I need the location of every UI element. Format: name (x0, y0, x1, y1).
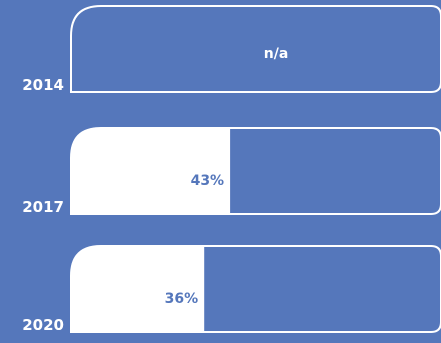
bar-rows: n/a 2014 43% 2017 36% 2020 (22, 5, 441, 334)
data-label-2014: n/a (264, 46, 289, 62)
bar-row-2017: 43% 2017 (22, 127, 441, 216)
category-label-2020: 2020 (22, 316, 64, 334)
category-label-2014: 2014 (22, 76, 64, 94)
bar-row-2014: n/a 2014 (22, 5, 441, 94)
bar-track-2014 (70, 5, 441, 93)
data-label-2020: 36% (165, 291, 199, 307)
bar-row-2020: 36% 2020 (22, 245, 441, 334)
bar-2017 (71, 128, 231, 214)
data-label-2017: 43% (191, 173, 225, 189)
bar-2020 (71, 246, 205, 332)
category-label-2017: 2017 (22, 198, 64, 216)
